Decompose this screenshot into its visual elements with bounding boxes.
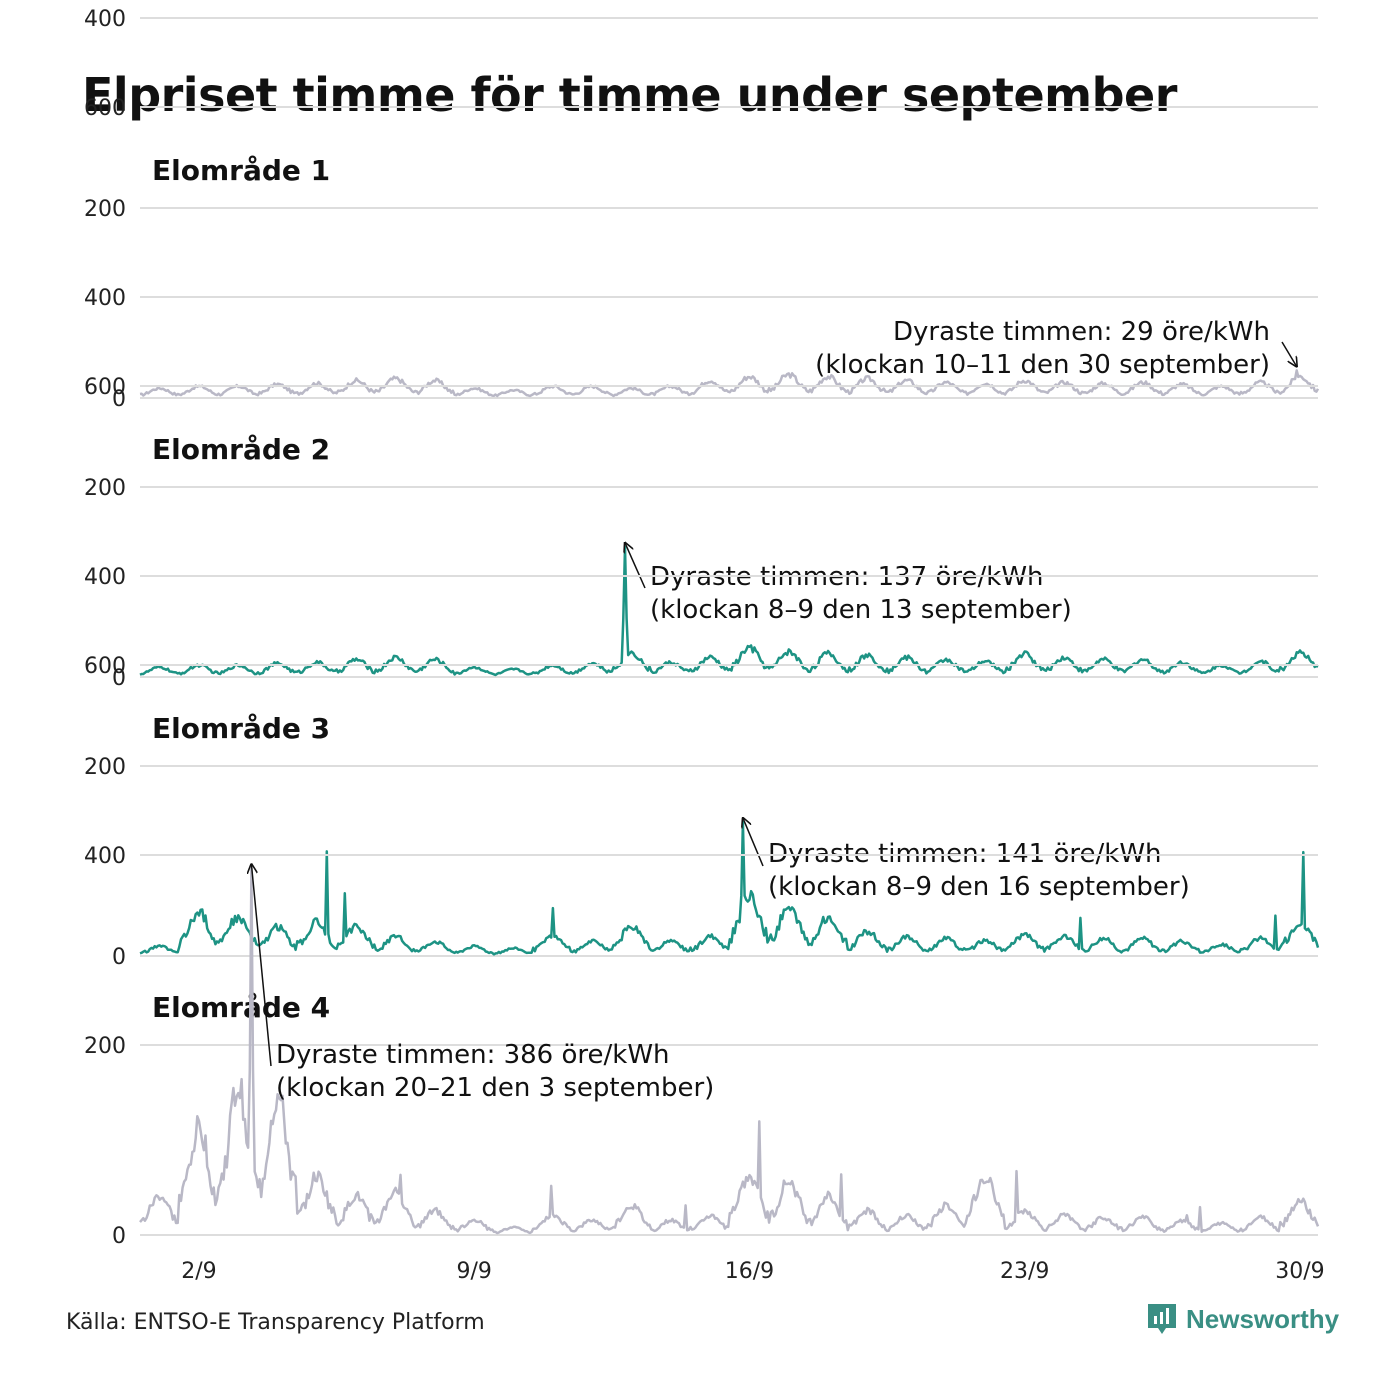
peak-annotation: (klockan 8–9 den 13 september) <box>650 595 1072 625</box>
y-tick-label: 600 <box>84 375 126 400</box>
series-line <box>139 545 1319 677</box>
annotation-arrow <box>1281 341 1297 366</box>
peak-annotation: (klockan 8–9 den 16 september) <box>768 872 1190 902</box>
panel-title: Elområde 3 <box>152 712 330 745</box>
y-tick-label: 600 <box>84 654 126 679</box>
brand-name: Newsworthy <box>1186 1303 1340 1334</box>
y-tick-label: 200 <box>84 476 126 501</box>
annotation-arrow <box>251 864 272 1067</box>
x-tick-label: 2/9 <box>181 1259 216 1284</box>
peak-annotation: (klockan 10–11 den 30 september) <box>815 350 1270 380</box>
panel-title: Elområde 2 <box>152 433 330 466</box>
newsworthy-logo-icon <box>1148 1304 1176 1334</box>
y-tick-label: 200 <box>84 1034 126 1059</box>
series-line <box>139 867 1320 1235</box>
y-tick-label: 200 <box>84 197 126 222</box>
y-tick-label: 600 <box>84 96 126 121</box>
peak-annotation: Dyraste timmen: 29 öre/kWh <box>893 317 1270 347</box>
annotation-arrow <box>743 818 764 867</box>
peak-annotation: Dyraste timmen: 386 öre/kWh <box>276 1040 670 1070</box>
chart-title: Elpriset timme för timme under september <box>82 68 1177 122</box>
peak-annotation: (klockan 20–21 den 3 september) <box>276 1073 714 1103</box>
y-tick-label: 200 <box>84 755 126 780</box>
series-line <box>139 369 1320 398</box>
panel-1: Elområde 1 0 200 400 600 Dyraste timmen: 29 ö… <box>84 7 1320 412</box>
x-tick-label: 16/9 <box>725 1259 774 1284</box>
x-tick-label: 9/9 <box>457 1259 492 1284</box>
y-tick-label: 400 <box>84 844 126 869</box>
y-tick-label: 0 <box>112 387 126 412</box>
y-tick-label: 0 <box>112 666 126 691</box>
x-tick-label: 23/9 <box>1000 1259 1049 1284</box>
y-tick-label: 400 <box>84 565 126 590</box>
y-tick-label: 400 <box>84 286 126 311</box>
annotation-arrow <box>625 543 646 589</box>
y-tick-label: 0 <box>112 1224 126 1249</box>
source-note: Källa: ENTSO-E Transparency Platform <box>66 1310 485 1335</box>
y-tick-label: 0 <box>112 945 126 970</box>
x-tick-label: 30/9 <box>1275 1259 1324 1284</box>
chart-area: Elområde 1 0 200 400 600 Dyraste timmen: 29 ö… <box>84 7 1325 1284</box>
y-tick-label: 400 <box>84 7 126 32</box>
panel-title: Elområde 1 <box>152 154 330 187</box>
panel-4: Elområde 4 0 200 400 600 Dyraste timmen: 386 … <box>84 654 1320 1249</box>
series-line <box>139 820 1320 956</box>
panel-title: Elområde 4 <box>152 991 330 1024</box>
brand: Newsworthy <box>1146 1302 1339 1336</box>
